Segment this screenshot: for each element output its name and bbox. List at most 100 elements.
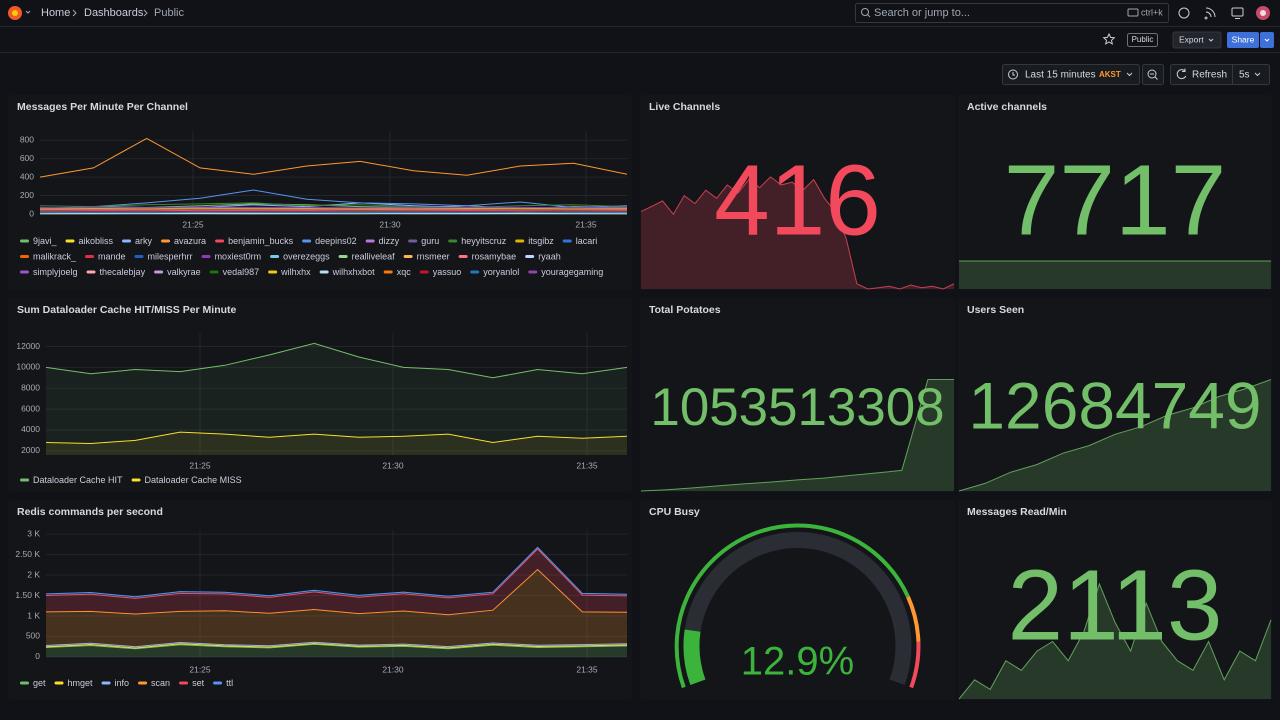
time-picker[interactable] — [1002, 64, 1140, 85]
help-icon[interactable] — [1178, 7, 1190, 19]
legend-label: yoryanlol — [483, 267, 519, 277]
legend-label: malikrack_ — [33, 251, 77, 261]
panel-background — [640, 298, 955, 492]
legend-swatch — [470, 270, 480, 274]
panel-background — [8, 500, 632, 700]
x-tick-label: 21:30 — [379, 219, 401, 229]
separator — [143, 9, 148, 17]
x-tick-label: 21:25 — [189, 664, 211, 674]
breadcrumb[interactable]: Dashboards — [84, 7, 144, 19]
x-tick-label: 21:35 — [576, 460, 598, 470]
gauge-value — [683, 629, 706, 686]
y-tick-label: 400 — [20, 171, 34, 181]
sparkline-area — [641, 176, 954, 289]
gauge-threshold — [909, 641, 921, 689]
legend-label: milesperhrr — [148, 251, 193, 261]
chevron — [1126, 72, 1133, 77]
breadcrumb[interactable]: Home — [41, 7, 70, 19]
legend-swatch — [365, 239, 375, 243]
panel: Sum Dataloader Cache HIT/MISS Per Minute… — [8, 298, 632, 492]
series-line — [45, 641, 628, 648]
legend-swatch — [20, 681, 29, 685]
gauge-value-label: 12.9% — [741, 640, 854, 684]
series-area — [46, 644, 627, 657]
stat-value: 7717 — [1004, 144, 1226, 256]
series-line — [45, 546, 628, 598]
chevron — [1264, 38, 1270, 42]
series-line — [39, 207, 628, 210]
time-range: Last 15 minutes — [1025, 70, 1096, 81]
legend-swatch — [319, 270, 329, 274]
search-icon — [867, 14, 871, 18]
legend-label: simplyjoelg — [33, 267, 78, 277]
legend-label: lacari — [576, 236, 598, 246]
refresh-icon — [1176, 68, 1187, 80]
zoom-icon — [1150, 73, 1158, 80]
series-area — [46, 432, 627, 455]
y-tick-label: 0 — [35, 651, 40, 661]
refresh-interval[interactable]: 5s — [1239, 70, 1250, 81]
keyboard-icon — [1127, 8, 1139, 17]
chevron — [1208, 38, 1214, 42]
panel-background — [958, 298, 1272, 492]
share-label: Share — [1232, 34, 1255, 44]
legend-swatch — [179, 681, 189, 685]
y-tick-label: 4000 — [21, 424, 40, 434]
x-tick-label: 21:25 — [182, 219, 204, 229]
export-button[interactable] — [1172, 31, 1222, 49]
legend-label: deepins02 — [315, 236, 357, 246]
legend-swatch — [213, 681, 223, 685]
y-tick-label: 2000 — [21, 445, 40, 455]
legend-swatch — [161, 239, 171, 243]
panel: Messages Read/Min 2113 — [958, 500, 1272, 700]
legend-label: hmget — [68, 678, 94, 688]
legend-label: info — [115, 678, 130, 688]
legend-swatch — [20, 239, 29, 243]
sparkline-area — [959, 261, 1271, 289]
legend-label: wilhxhxbot — [332, 267, 376, 277]
series-line — [39, 210, 628, 212]
series-area — [46, 642, 627, 648]
series-line — [45, 568, 628, 616]
y-tick-label: 2.50 K — [15, 549, 40, 559]
x-tick-label: 21:35 — [575, 219, 597, 229]
legend-swatch — [65, 239, 75, 243]
y-tick-label: 1.50 K — [15, 590, 40, 600]
legend-swatch — [201, 255, 211, 258]
y-tick-label: 2 K — [27, 569, 40, 579]
legend-swatch — [154, 270, 164, 274]
panel: Redis commands per second 0 500 1 K 1.50 K 2 … — [8, 500, 632, 700]
legend-swatch — [85, 255, 95, 258]
x-tick-label: 21:35 — [576, 664, 598, 674]
series-line — [39, 210, 628, 213]
badge — [1127, 33, 1158, 47]
legend-swatch — [215, 239, 225, 243]
share-menu[interactable] — [1260, 32, 1274, 48]
legend-swatch — [403, 255, 413, 258]
search-icon — [861, 8, 869, 16]
search-box[interactable] — [855, 3, 1169, 23]
share-button[interactable] — [1227, 32, 1259, 48]
stat-value: 2113 — [1007, 549, 1222, 661]
kiosk-icon[interactable] — [1231, 7, 1244, 17]
sparkline-area — [959, 379, 1271, 491]
refresh-button[interactable] — [1170, 64, 1270, 85]
news-icon[interactable] — [1204, 7, 1216, 20]
breadcrumb: Public — [154, 7, 184, 19]
panel-title: Sum Dataloader Cache HIT/MISS Per Minute — [17, 304, 237, 316]
search-placeholder: Search or jump to... — [874, 7, 970, 19]
badge-label: Public — [1132, 35, 1154, 44]
legend-label: yassuo — [433, 267, 462, 277]
legend-label: vedal987 — [223, 267, 260, 277]
logo — [12, 10, 18, 16]
panel-title: Live Channels — [649, 101, 720, 113]
legend-swatch — [270, 255, 280, 258]
series-line — [39, 202, 628, 209]
panel-background — [958, 500, 1272, 700]
star-icon[interactable] — [1102, 32, 1116, 45]
legend-swatch — [408, 239, 418, 243]
x-tick-label: 21:30 — [382, 460, 404, 470]
legend-label: dizzy — [379, 236, 400, 246]
sparkline-area — [959, 584, 1271, 699]
legend-label: Dataloader Cache HIT — [33, 475, 123, 485]
